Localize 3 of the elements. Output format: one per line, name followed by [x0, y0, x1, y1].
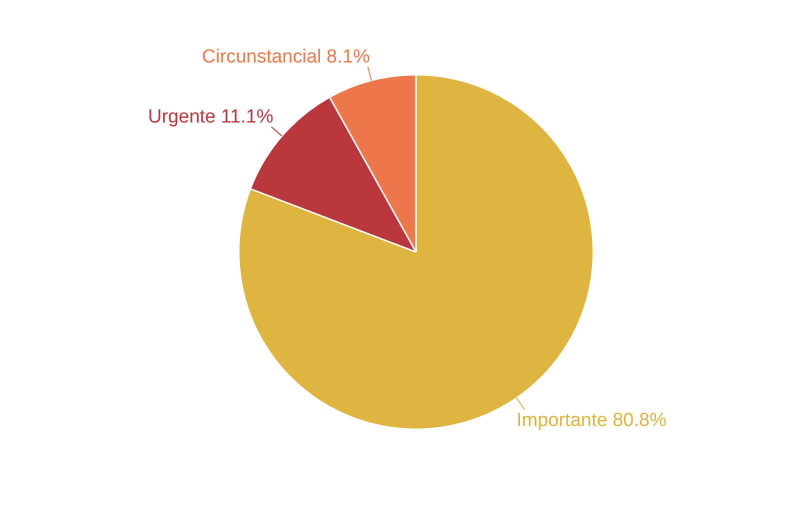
slice-label: Urgente 11.1% [148, 106, 274, 128]
slice-label: Importante 80.8% [516, 410, 667, 432]
slice-label: Circunstancial 8.1% [202, 46, 370, 68]
